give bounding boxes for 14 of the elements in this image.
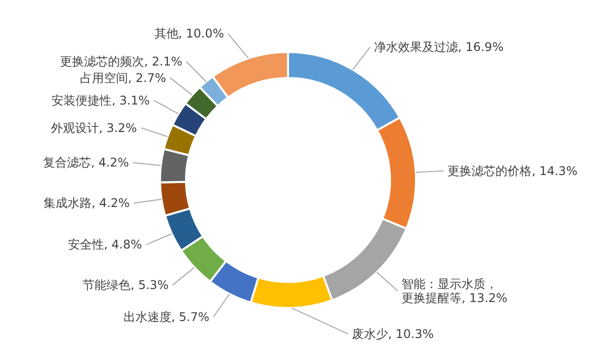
slice-label: 更换滤芯的频次, 2.1% <box>60 54 182 69</box>
slice-label: 安装便捷性, 3.1% <box>52 93 150 108</box>
slice-label: 净水效果及过滤, 16.9% <box>374 40 504 54</box>
slice-label: 安全性, 4.8% <box>68 238 142 252</box>
slice-label: 废水少, 10.3% <box>352 326 434 341</box>
slice-label: 更换滤芯的价格, 14.3% <box>448 164 578 178</box>
slice-label: 节能绿色, 5.3% <box>82 278 169 292</box>
slice-label: 外观设计, 3.2% <box>50 120 137 135</box>
slice-label: 智能：显示水质，更换提醒等, 13.2% <box>402 276 508 305</box>
slice-label: 复合滤芯, 4.2% <box>42 156 129 170</box>
slice-label: 集成水路, 4.2% <box>44 196 130 210</box>
slice-label: 出水速度, 5.7% <box>123 310 210 324</box>
slice-label: 其他, 10.0% <box>154 26 224 41</box>
slice-label: 占用空间, 2.7% <box>80 70 166 85</box>
